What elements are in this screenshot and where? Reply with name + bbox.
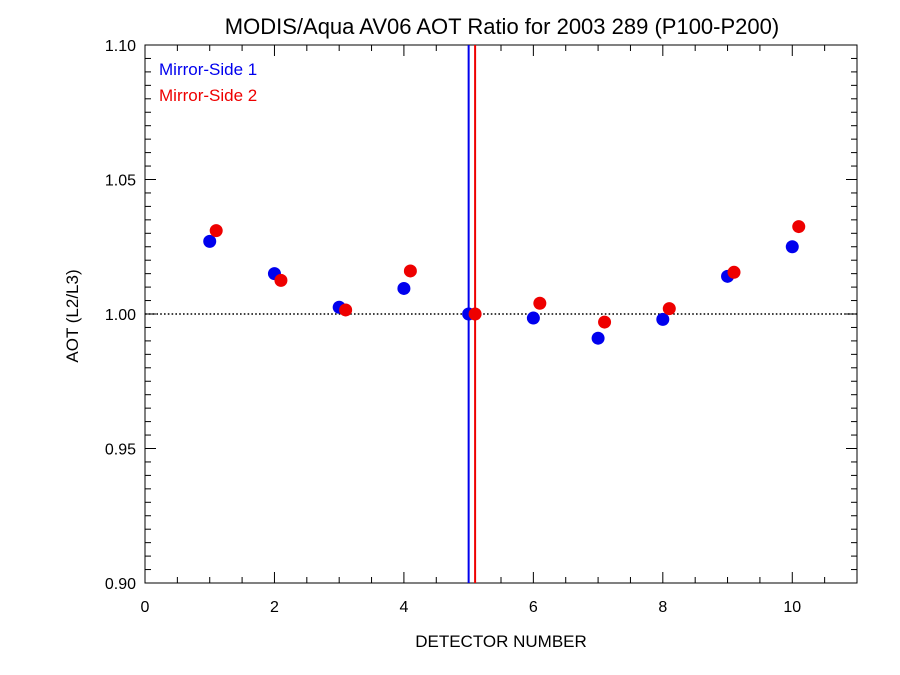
data-point-series-2: [598, 315, 612, 329]
legend-entry-mirror-side-2: Mirror-Side 2: [159, 86, 257, 105]
data-point-series-1: [591, 331, 605, 345]
data-point-series-1: [526, 311, 540, 325]
x-tick-label: 8: [658, 599, 667, 616]
data-point-series-1: [656, 312, 670, 326]
x-tick-label: 6: [529, 599, 538, 616]
data-point-series-2: [468, 307, 482, 321]
data-point-series-1: [397, 281, 411, 295]
data-point-series-2: [727, 265, 741, 279]
x-axis-title: DETECTOR NUMBER: [415, 632, 587, 651]
y-axis-title: AOT (L2/L3): [63, 269, 82, 362]
data-point-series-2: [209, 224, 223, 238]
data-point-series-1: [785, 240, 799, 254]
data-point-series-2: [533, 296, 547, 310]
y-tick-label: 1.05: [105, 173, 136, 190]
data-point-series-2: [662, 302, 676, 316]
data-point-series-1: [203, 234, 217, 248]
plot-area: 0 2 4 6 8 10 0.90 0.95 1.00 1.05 1.10: [105, 38, 858, 616]
x-tick-label: 10: [783, 599, 801, 616]
x-tick-label: 4: [399, 599, 408, 616]
x-tick-label: 0: [141, 599, 150, 616]
x-tick-label: 2: [270, 599, 279, 616]
y-tick-label: 1.00: [105, 307, 136, 324]
y-tick-label: 1.10: [105, 38, 136, 55]
chart-title: MODIS/Aqua AV06 AOT Ratio for 2003 289 (…: [225, 14, 779, 39]
y-tick-label: 0.95: [105, 442, 136, 459]
data-point-series-2: [339, 303, 353, 317]
data-point-series-2: [403, 264, 417, 278]
legend-entry-mirror-side-1: Mirror-Side 1: [159, 60, 257, 79]
data-point-series-2: [274, 273, 288, 287]
data-point-series-2: [792, 220, 806, 234]
y-tick-label: 0.90: [105, 576, 136, 593]
